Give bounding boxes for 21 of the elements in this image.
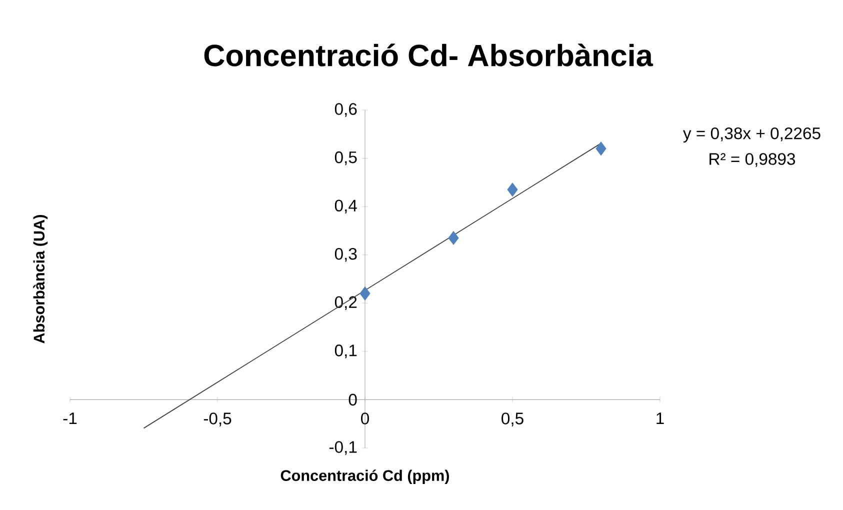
text: y = 0,38x + 0,2265	[683, 127, 820, 143]
point	[507, 182, 518, 197]
y-tick-label: 0,3	[334, 248, 357, 262]
point	[596, 142, 606, 156]
x-axis-title: Concentració Cd (ppm)	[280, 470, 449, 484]
point	[448, 231, 459, 245]
chart-title: Concentració Cd- Absorbància	[204, 44, 654, 66]
y-tick-label: -0,1	[329, 441, 357, 455]
point	[360, 286, 370, 300]
y-tick-label: 0	[348, 394, 357, 406]
text: R² = 0,9893	[710, 153, 796, 167]
x-tick-label: 0	[361, 412, 369, 424]
x-tick-label: 1	[656, 412, 664, 424]
x-tick-label: -1	[63, 412, 77, 424]
y-tick-label: 0,1	[334, 344, 357, 358]
x-tick-label: 0,5	[502, 412, 524, 426]
y-axis-title: Absorbància (UA)	[33, 215, 48, 344]
x-tick-label: -0,5	[204, 412, 232, 426]
y-tick-label: 0,6	[334, 103, 357, 117]
y-tick-label: 0,4	[334, 200, 357, 214]
y-tick-label: 0,5	[334, 151, 357, 166]
